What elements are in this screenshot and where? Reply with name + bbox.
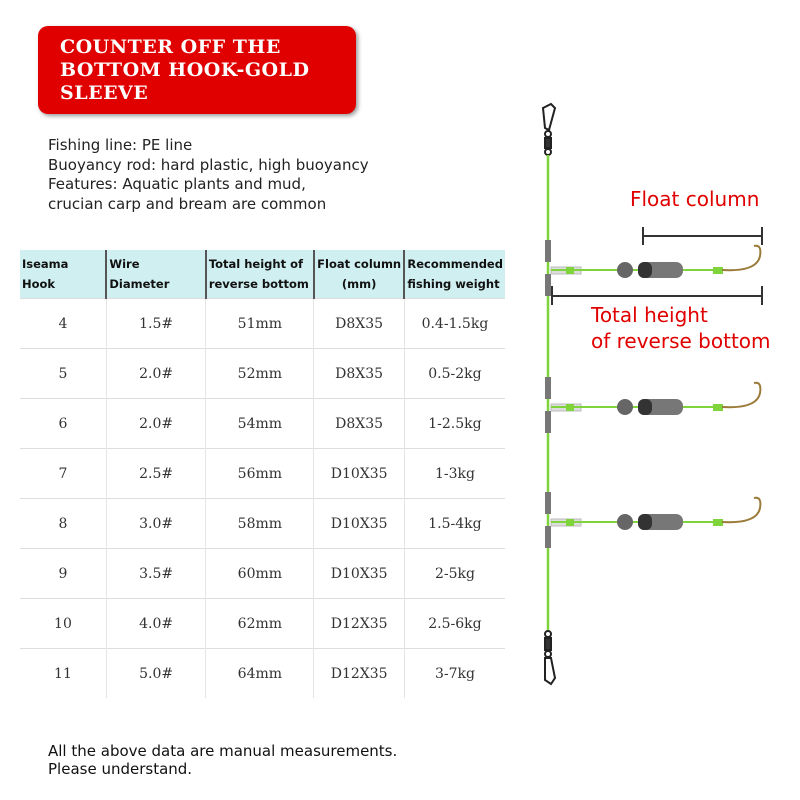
cell-wire-diameter: 2.0#: [105, 398, 206, 449]
total-height-label-2: of reverse bottom: [591, 329, 771, 353]
note-line: Please understand.: [48, 760, 193, 778]
cell-wire-diameter: 5.0#: [105, 648, 206, 698]
cell-hook: 8: [20, 498, 107, 549]
cell-total-height: 60mm: [205, 548, 314, 599]
cell-wire-diameter: 4.0#: [105, 598, 206, 649]
table-row: 7 2.5# 56mm D10X35 1-3kg: [20, 448, 505, 499]
table-row: 5 2.0# 52mm D8X35 0.5-2kg: [20, 348, 505, 399]
cell-hook: 5: [20, 348, 107, 399]
cell-float-column: D12X35: [313, 648, 405, 698]
spec-table: Iseama Hook Wire Diameter Total height o…: [20, 250, 505, 698]
hook-icon: [721, 496, 762, 524]
hook-icon: [721, 244, 762, 272]
table-row: 9 3.5# 60mm D10X35 2-5kg: [20, 548, 505, 599]
cell-float-column: D10X35: [313, 548, 405, 599]
bead-icon: [617, 514, 633, 530]
cell-float-column: D8X35: [313, 298, 405, 349]
cell-total-height: 62mm: [205, 598, 314, 649]
cell-total-height: 64mm: [205, 648, 314, 698]
cell-wire-diameter: 2.5#: [105, 448, 206, 499]
table-row: 4 1.5# 51mm D8X35 0.4-1.5kg: [20, 298, 505, 349]
cell-hook: 10: [20, 598, 107, 649]
cell-wire-diameter: 3.5#: [105, 548, 206, 599]
spec-line: Features: Aquatic plants and mud,: [48, 175, 306, 193]
cell-weight: 1-2.5kg: [403, 398, 505, 449]
cell-weight: 1-3kg: [403, 448, 505, 499]
spec-line: Buoyancy rod: hard plastic, high buoyanc…: [48, 155, 369, 174]
footnote: All the above data are manual measuremen…: [48, 742, 397, 778]
hook-branch: [545, 377, 762, 433]
header-hook: Iseama Hook: [20, 250, 107, 299]
table-row: 10 4.0# 62mm D12X35 2.5-6kg: [20, 598, 505, 649]
cell-float-column: D10X35: [313, 448, 405, 499]
cell-total-height: 54mm: [205, 398, 314, 449]
bead-icon: [617, 262, 633, 278]
bead-icon: [617, 399, 633, 415]
cell-total-height: 56mm: [205, 448, 314, 499]
table-row: 6 2.0# 54mm D8X35 1-2.5kg: [20, 398, 505, 449]
header-wire-diameter: Wire Diameter: [105, 250, 206, 299]
cell-weight: 0.4-1.5kg: [403, 298, 505, 349]
spec-list: Fishing line: PE line Buoyancy rod: hard…: [48, 136, 369, 214]
cell-total-height: 51mm: [205, 298, 314, 349]
header-total-height: Total height of reverse bottom: [204, 250, 314, 299]
bottom-snap-swivel-icon: [544, 630, 557, 686]
title-banner: COUNTER OFF THE BOTTOM HOOK-GOLD SLEEVE: [38, 26, 356, 114]
header-float-column: Float column (mm): [312, 250, 405, 299]
hook-branch: [545, 492, 762, 548]
cell-weight: 0.5-2kg: [403, 348, 505, 399]
cell-hook: 4: [20, 298, 107, 349]
top-snap-swivel-icon: [541, 102, 557, 156]
banner-title: COUNTER OFF THE BOTTOM HOOK-GOLD SLEEVE: [60, 36, 310, 104]
cell-weight: 2.5-6kg: [403, 598, 505, 649]
cell-hook: 7: [20, 448, 107, 499]
cell-total-height: 52mm: [205, 348, 314, 399]
hook-icon: [721, 381, 762, 409]
cell-weight: 1.5-4kg: [403, 498, 505, 549]
table-header-row: Iseama Hook Wire Diameter Total height o…: [20, 250, 505, 299]
spec-line: crucian carp and bream are common: [48, 194, 327, 213]
table-row: 11 5.0# 64mm D12X35 3-7kg: [20, 648, 505, 698]
table-row: 8 3.0# 58mm D10X35 1.5-4kg: [20, 498, 505, 549]
cell-float-column: D8X35: [313, 348, 405, 399]
cell-float-column: D10X35: [313, 498, 405, 549]
cell-wire-diameter: 2.0#: [105, 348, 206, 399]
cell-hook: 6: [20, 398, 107, 449]
hook-branch: [545, 240, 762, 296]
cell-float-column: D12X35: [313, 598, 405, 649]
cell-wire-diameter: 1.5#: [105, 298, 206, 349]
total-height-label: Total height: [591, 303, 708, 327]
cell-weight: 2-5kg: [403, 548, 505, 599]
float-column-label: Float column: [630, 187, 760, 211]
spec-line: Fishing line: PE line: [48, 136, 193, 154]
cell-hook: 9: [20, 548, 107, 599]
cell-weight: 3-7kg: [403, 648, 505, 698]
cell-wire-diameter: 3.0#: [105, 498, 206, 549]
note-line: All the above data are manual measuremen…: [48, 742, 398, 760]
cell-hook: 11: [20, 648, 107, 698]
cell-total-height: 58mm: [205, 498, 314, 549]
header-weight: Recommended fishing weight: [403, 250, 505, 299]
cell-float-column: D8X35: [313, 398, 405, 449]
